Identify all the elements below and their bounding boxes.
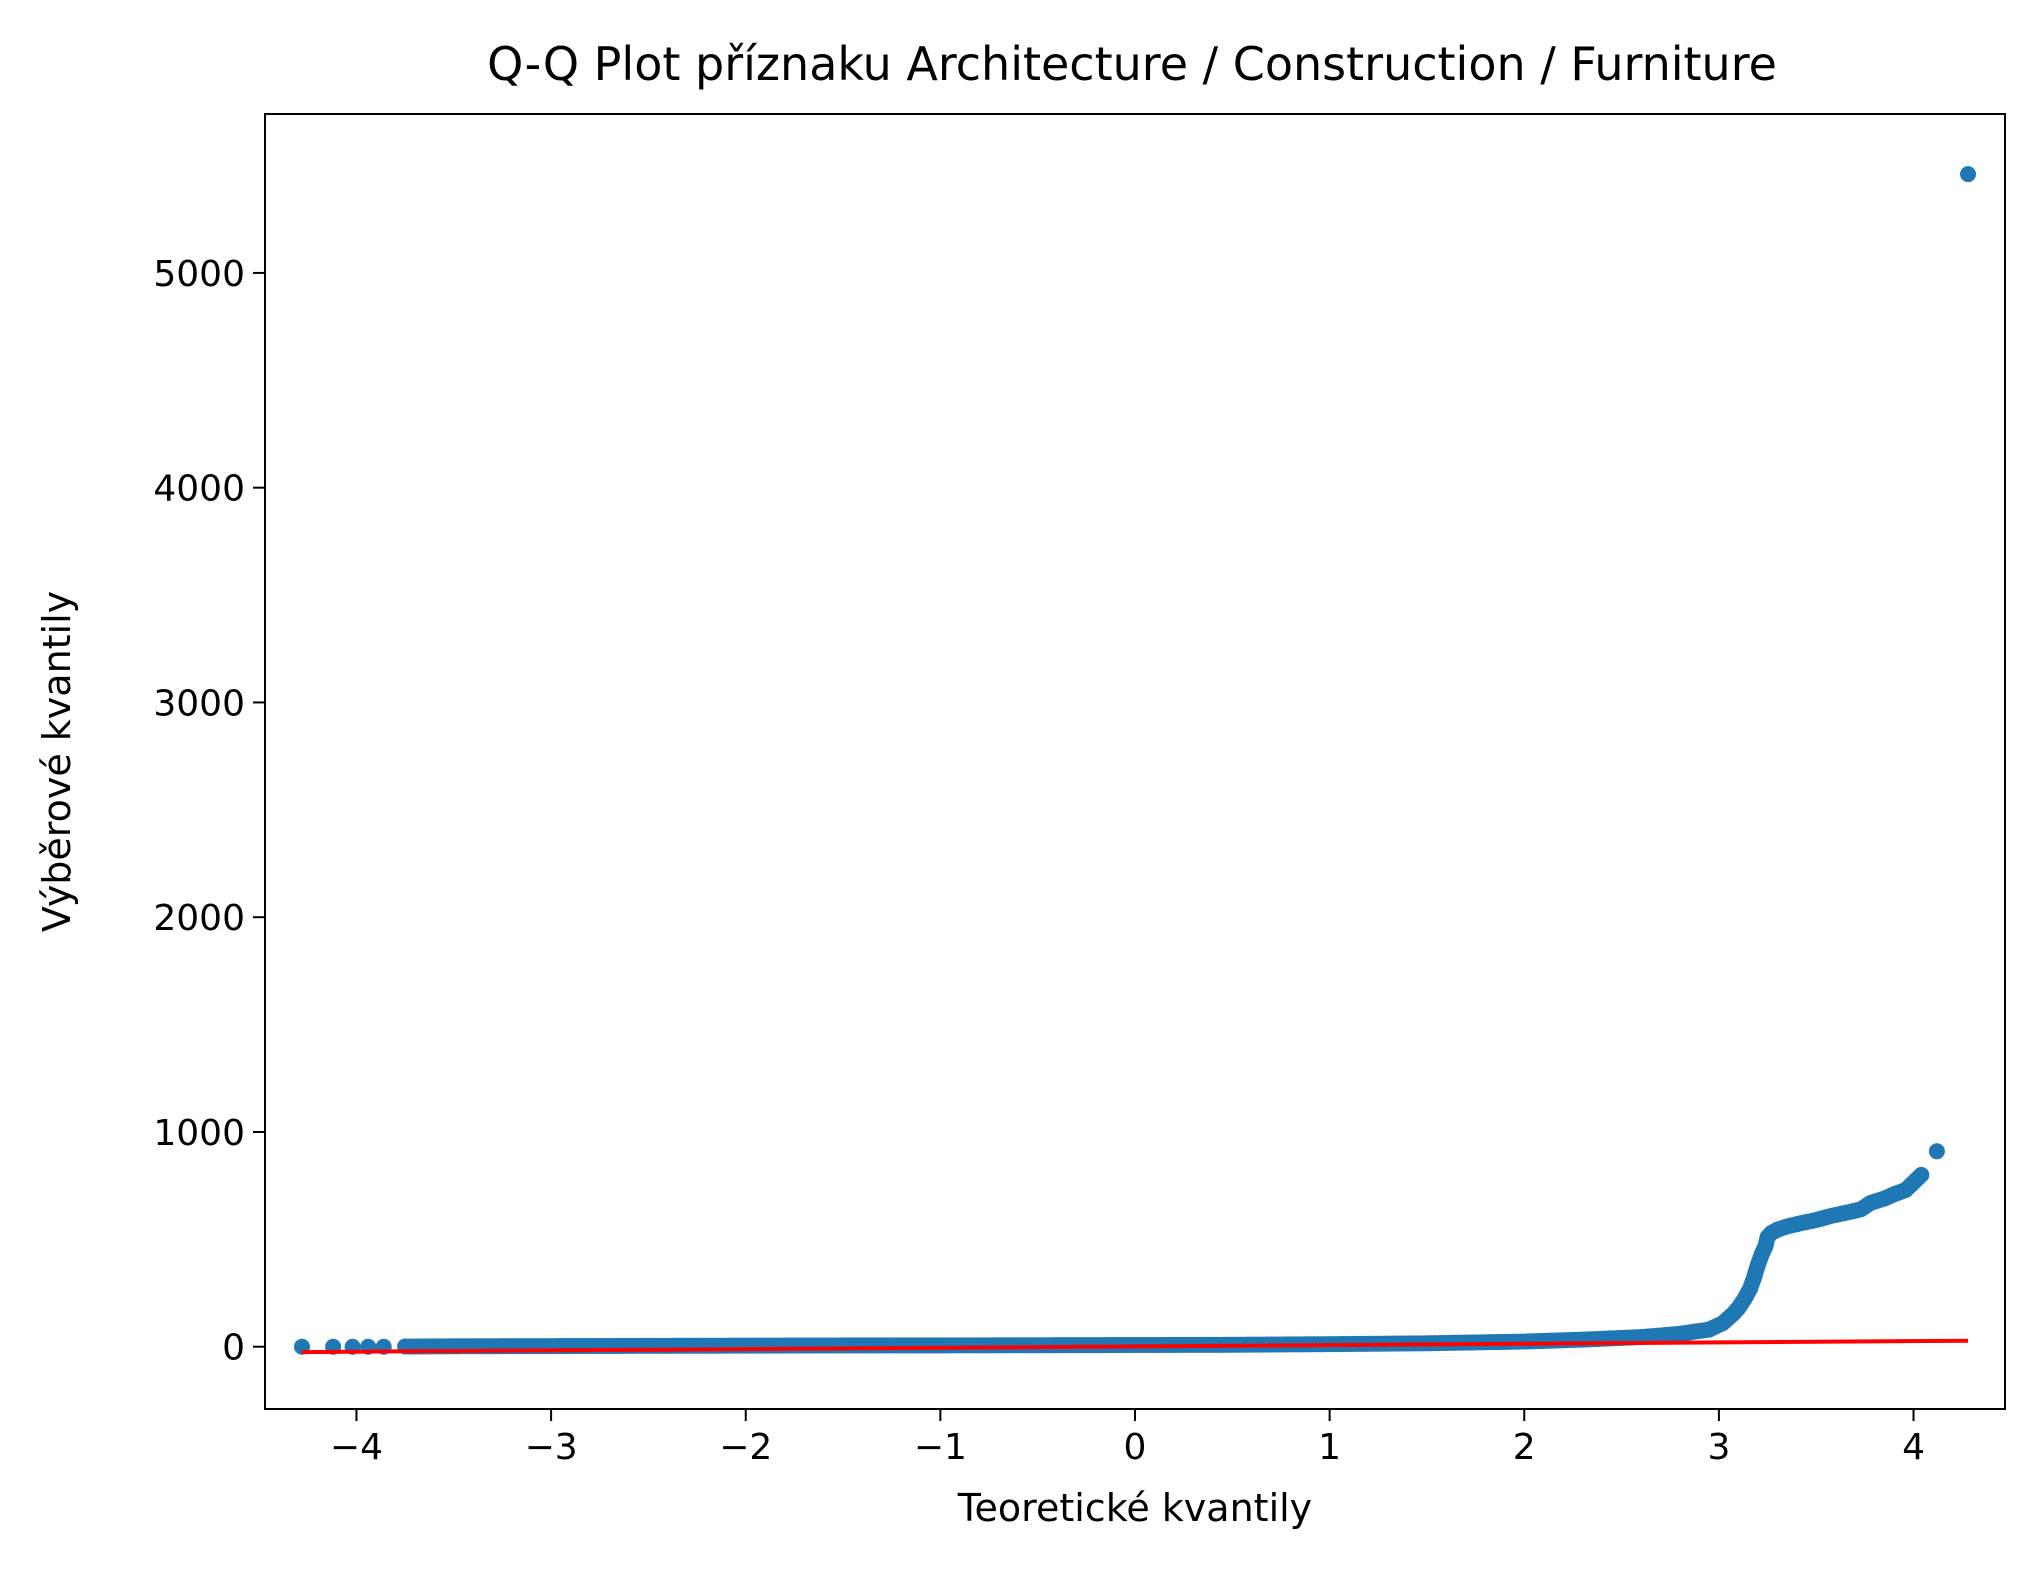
chart-title: Q-Q Plot příznaku Architecture / Constru… xyxy=(487,37,1777,91)
sample-point xyxy=(1779,1218,1796,1235)
y-tick-label: 5000 xyxy=(153,254,245,295)
sample-point xyxy=(1839,1204,1856,1221)
sample-point xyxy=(1913,1166,1930,1183)
sample-point xyxy=(1808,1212,1825,1229)
sample-point xyxy=(1516,1333,1533,1350)
sample-point xyxy=(1823,1207,1840,1224)
fit-line xyxy=(301,1338,1969,1355)
x-tick-label: 3 xyxy=(1707,1427,1730,1468)
sample-point xyxy=(737,1337,754,1354)
sample-point xyxy=(1960,166,1977,183)
sample-point xyxy=(1897,1181,1914,1198)
x-tick-label: 2 xyxy=(1513,1427,1536,1468)
sample-point xyxy=(1792,1215,1809,1232)
y-tick-label: 1000 xyxy=(153,1113,245,1154)
reference-line xyxy=(301,1338,1969,1355)
x-tick-label: 1 xyxy=(1318,1427,1341,1468)
sample-point xyxy=(1671,1325,1688,1342)
plot-frame xyxy=(264,113,2006,1410)
x-tick-label: 4 xyxy=(1902,1427,1925,1468)
x-tick-label: −2 xyxy=(719,1427,772,1468)
y-axis-ticks: 0 1000 2000 3000 4000 5000 xyxy=(153,254,265,1369)
y-tick-label: 3000 xyxy=(153,683,245,724)
y-tick-label: 2000 xyxy=(153,898,245,939)
y-tick-label: 4000 xyxy=(153,469,245,510)
y-tick-label: 0 xyxy=(222,1328,245,1369)
x-tick-label: −4 xyxy=(330,1427,383,1468)
sample-point xyxy=(1745,1269,1762,1286)
sample-point xyxy=(932,1337,949,1354)
x-tick-label: −1 xyxy=(914,1427,967,1468)
sample-point xyxy=(1701,1321,1718,1338)
sample-point xyxy=(1862,1194,1879,1211)
x-axis-ticks: −4 −3 −2 −1 0 1 2 3 4 xyxy=(330,1409,1925,1468)
y-axis-label: Výběrové kvantily xyxy=(35,591,79,932)
x-axis-label: Teoretické kvantily xyxy=(957,1486,1312,1530)
sample-point xyxy=(1928,1143,1945,1160)
sample-points xyxy=(293,166,1977,1355)
sample-point xyxy=(835,1337,852,1354)
x-tick-label: 0 xyxy=(1124,1427,1147,1468)
x-tick-label: −3 xyxy=(525,1427,578,1468)
